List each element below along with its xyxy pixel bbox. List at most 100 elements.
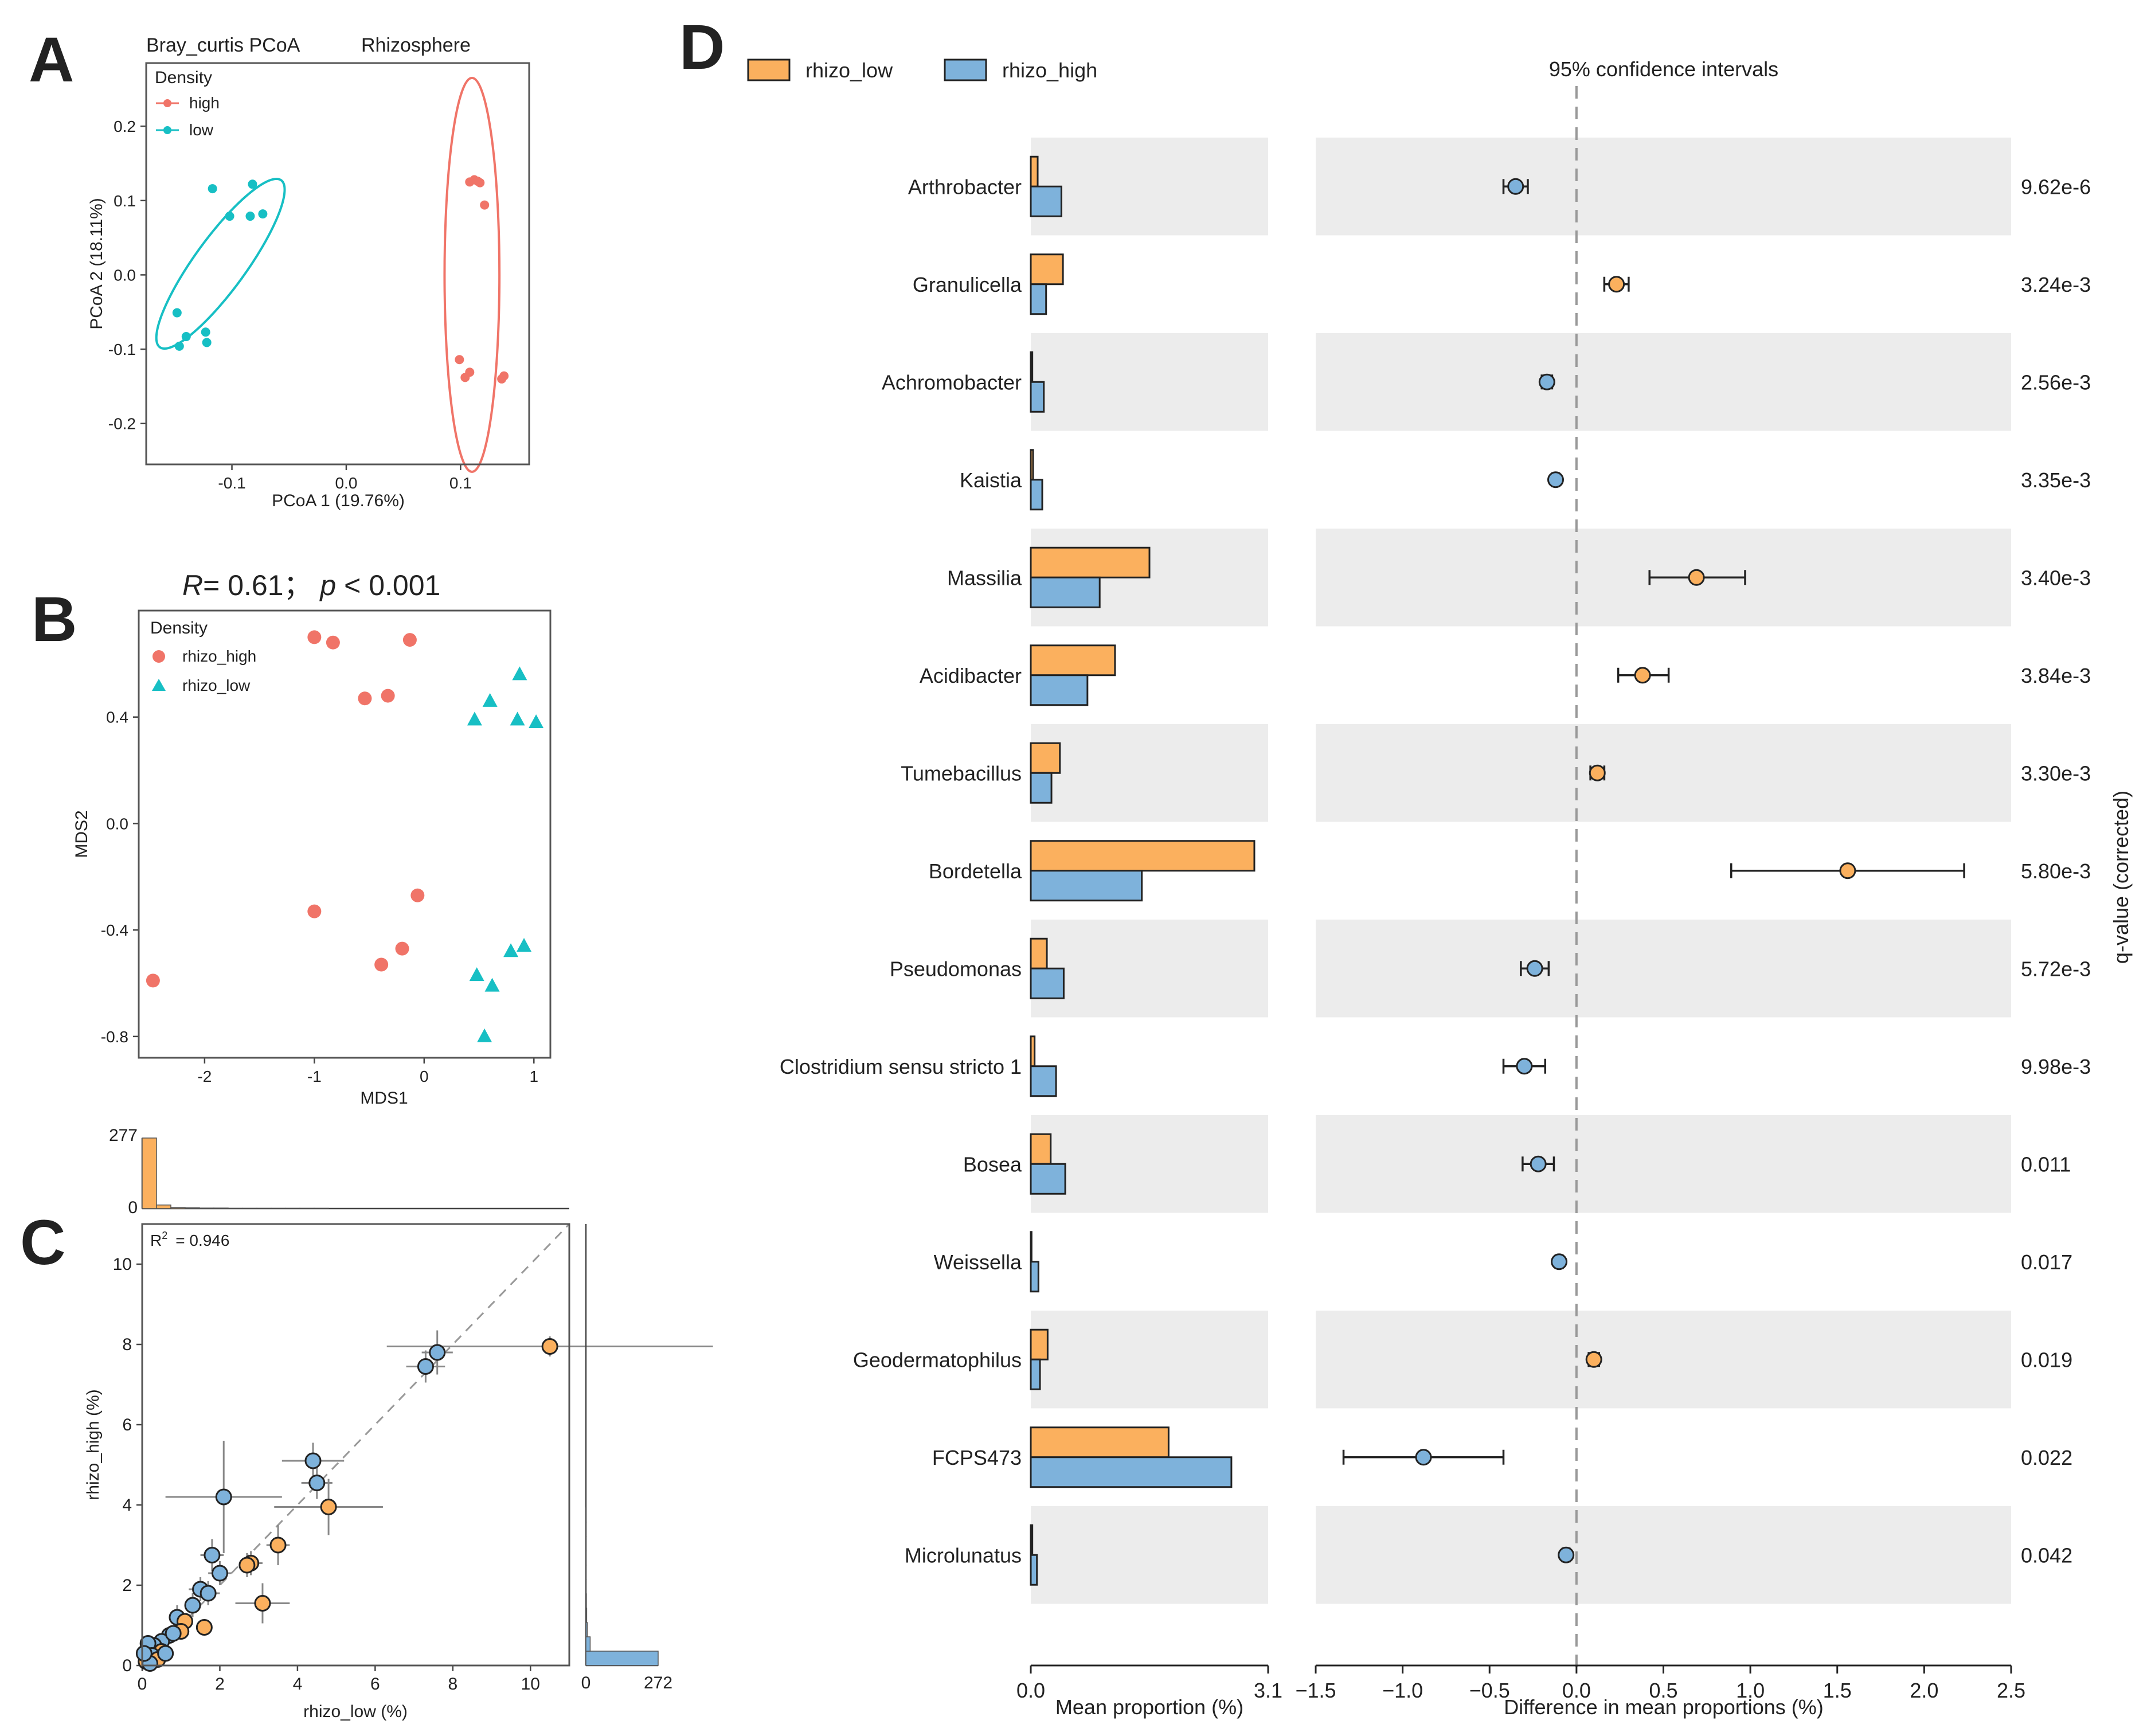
qvalue-label: 3.24e-3 — [2021, 273, 2091, 296]
corr-ytick-label: 8 — [122, 1335, 132, 1354]
qvalue-label: 0.042 — [2021, 1543, 2072, 1567]
top-hist-bar — [185, 1207, 200, 1209]
diff-point — [1547, 471, 1564, 488]
bar-rhizo-high — [1030, 576, 1101, 608]
corr-point-rhizo-high — [308, 1475, 326, 1491]
diff-xtick-label: −1.0 — [1382, 1679, 1423, 1702]
stamp-legend-high-swatch — [944, 58, 987, 81]
pcoa-title: Bray_curtis PCoA — [146, 34, 300, 56]
bar-rhizo-low — [1030, 1035, 1036, 1068]
qvalue-label: 0.022 — [2021, 1446, 2072, 1469]
pcoa-point-low — [201, 327, 210, 337]
corr-xtick-label: 10 — [521, 1675, 540, 1694]
diff-row-band — [1316, 1115, 2011, 1213]
nmds-frame — [138, 609, 552, 1059]
qvalue-label: 0.011 — [2021, 1152, 2071, 1176]
nmds-ytick-label: 0.0 — [106, 815, 128, 832]
qvalue-label: 0.019 — [2021, 1348, 2072, 1371]
panel-d-stamp: rhizo_low rhizo_high 95% confidence inte… — [747, 57, 2133, 1719]
nmds-point-rhizo_high — [381, 689, 395, 703]
diff-row-band — [1316, 724, 2011, 822]
corr-xtick-label: 6 — [370, 1675, 380, 1694]
bar-rhizo-high — [1030, 1554, 1038, 1586]
stamp-legend-high-label: rhizo_high — [1002, 58, 1097, 82]
pcoa-point-high — [473, 177, 483, 186]
pcoa-point-low — [172, 308, 182, 318]
ci-title: 95% confidence intervals — [1549, 57, 1778, 81]
pcoa-point-low — [208, 184, 217, 194]
corr-point-rhizo-high — [215, 1488, 232, 1506]
taxon-label: Granulicella — [913, 273, 1022, 296]
taxon-label: Weissella — [934, 1250, 1022, 1274]
bar-rhizo-low — [1030, 449, 1034, 481]
bar-rhizo-low — [1030, 351, 1034, 383]
stamp-marks: Arthrobacter 9.62e-6 Granulicella 3.24e-3 Ac… — [780, 86, 2091, 1702]
nmds-ytick-label: -0.4 — [101, 921, 128, 939]
corr-point-rhizo-low — [541, 1338, 558, 1355]
nmds-point-rhizo_high — [402, 633, 417, 647]
bar-rhizo-high — [1030, 381, 1045, 413]
diff-point — [1507, 178, 1524, 195]
diff-point — [1585, 1351, 1602, 1368]
bar-rhizo-low — [1030, 1328, 1049, 1360]
stamp-legend-low-label: rhizo_low — [805, 58, 893, 82]
pcoa-frame — [145, 62, 530, 466]
qvalue-label: 2.56e-3 — [2021, 370, 2091, 394]
bar-rhizo-low — [1030, 155, 1039, 187]
corr-right-histogram — [585, 1224, 659, 1667]
nmds-legend: Density rhizo_high rhizo_low — [150, 619, 256, 694]
diff-point — [1688, 569, 1705, 586]
bar-rhizo-high — [1030, 870, 1143, 902]
pcoa-legend-low-label: low — [189, 121, 214, 139]
pcoa-point-high — [480, 200, 490, 210]
corr-point-rhizo-high — [200, 1585, 217, 1602]
nmds-legend-title: Density — [150, 619, 208, 638]
nmds-legend-high-marker — [152, 650, 165, 663]
taxon-label: Pseudomonas — [890, 957, 1022, 980]
bar-rhizo-high — [1030, 479, 1043, 511]
qvalue-label: 5.72e-3 — [2021, 957, 2091, 980]
pcoa-xtick-label: 0.0 — [335, 474, 357, 492]
pcoa-marks: -0.1 0.0 0.1 -0.2 -0.1 0.0 0.1 0.2 — [108, 76, 509, 492]
nmds-legend-low-label: rhizo_low — [182, 677, 251, 694]
diff-point — [1589, 764, 1606, 781]
corr-top-histogram — [141, 1137, 569, 1210]
top-hist-min-label: 0 — [128, 1198, 138, 1217]
pcoa-ytick-label: 0.2 — [114, 118, 136, 135]
bar-row-band — [1031, 1506, 1268, 1604]
bar-rhizo-high — [1030, 283, 1047, 315]
panel-b-nmds: R= 0.61； p < 0.001 -2 -1 0 1-0.8-0.40.00.4 … — [72, 569, 552, 1108]
qvalue-label: 9.62e-6 — [2021, 175, 2091, 198]
corr-point-rhizo-high — [135, 1645, 152, 1662]
corr-point-rhizo-high — [429, 1344, 446, 1361]
panel-label-a: A — [29, 25, 74, 95]
corr-xtick-label: 2 — [215, 1675, 225, 1694]
top-hist-bar — [170, 1207, 186, 1209]
taxon-label: FCPS473 — [932, 1446, 1022, 1469]
corr-point-rhizo-high — [304, 1452, 322, 1469]
bar-rhizo-high — [1030, 1065, 1057, 1097]
nmds-point-rhizo_low — [477, 1028, 492, 1042]
nmds-point-rhizo_low — [512, 666, 527, 681]
panel-label-b: B — [32, 584, 77, 655]
taxon-label: Kaistia — [960, 468, 1022, 492]
nmds-point-rhizo_low — [517, 938, 532, 952]
taxon-label: Arthrobacter — [908, 175, 1022, 198]
diff-xtick-label: −0.5 — [1469, 1679, 1510, 1702]
corr-ytick-label: 4 — [122, 1496, 132, 1515]
pcoa-legend-high-label: high — [189, 94, 220, 112]
corr-point-rhizo-low — [320, 1499, 337, 1515]
pcoa-xtick-label: -0.1 — [218, 474, 245, 492]
nmds-ytick-label: 0.4 — [106, 709, 128, 726]
qvalue-label: 3.35e-3 — [2021, 468, 2091, 492]
bar-rhizo-high — [1030, 772, 1053, 804]
diff-row-band — [1316, 333, 2011, 431]
nmds-point-rhizo_low — [510, 711, 525, 726]
top-hist-max-label: 277 — [109, 1126, 138, 1145]
pcoa-point-high — [455, 355, 464, 365]
nmds-title-p: p — [319, 569, 336, 601]
corr-r2-r: R — [150, 1231, 162, 1249]
diff-xtick-label: −1.5 — [1295, 1679, 1336, 1702]
right-hist-max-label: 272 — [644, 1674, 672, 1692]
corr-xtick-label: 8 — [448, 1675, 457, 1694]
